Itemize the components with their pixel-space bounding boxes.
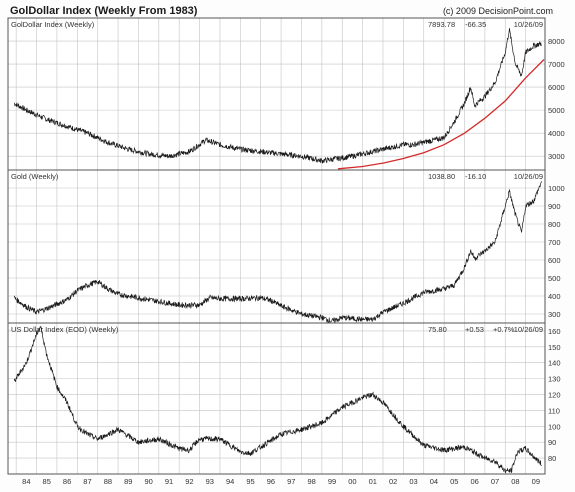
x-tick-label: 04 [430,477,438,486]
x-tick-label: 90 [144,477,152,486]
y-tick-label: 5000 [548,106,565,115]
x-tick-label: 91 [165,477,173,486]
main-title: GolDollar Index (Weekly From 1983) [10,5,198,17]
y-tick-label: 600 [548,256,561,265]
y-tick-label: 80 [548,454,556,463]
readout-value: 75.80 [428,325,447,334]
x-tick-label: 98 [307,477,315,486]
x-tick-label: 01 [369,477,377,486]
y-tick-label: 7000 [548,60,565,69]
y-tick-label: 150 [548,343,561,352]
readout-value: 1038.80 [428,172,455,181]
y-tick-label: 1000 [548,184,565,193]
y-tick-label: 120 [548,391,561,400]
x-tick-label: 86 [63,477,71,486]
readout-date: 10/26/09 [514,325,543,334]
copyright-text: (c) 2009 DecisionPoint.com [442,6,553,16]
x-tick-label: 92 [185,477,193,486]
panel-2: 1000 900 800 700 600 500 400 300 Gold (Weekly) 10… [7,169,565,324]
y-tick-label: 8000 [548,37,565,46]
x-tick-label: 89 [124,477,132,486]
y-tick-label: 400 [548,292,561,301]
y-tick-label: 900 [548,202,561,211]
panel-title: Gold (Weekly) [11,172,59,181]
x-axis: 84 85 86 87 88 89 90 91 92 93 94 95 96 97 98 99 00 01 02 03… [22,477,540,486]
y-tick-label: 6000 [548,83,565,92]
readout-date: 10/26/09 [514,172,543,181]
panel-border [7,322,546,475]
x-tick-label: 95 [246,477,254,486]
x-tick-label: 85 [43,477,51,486]
x-tick-label: 96 [267,477,275,486]
x-tick-label: 97 [287,477,295,486]
y-tick-label: 100 [548,422,561,431]
x-tick-label: 00 [348,477,356,486]
y-tick-label: 700 [548,238,561,247]
x-tick-label: 99 [328,477,336,486]
y-tick-label: 160 [548,327,561,336]
readout-value: 7893.78 [428,20,455,29]
readout-date: 10/26/09 [514,20,543,29]
panel-3: 160 150 140 130 120 110 100 90 80 US Dollar Index… [7,322,561,475]
x-tick-label: 87 [83,477,91,486]
x-tick-label: 84 [22,477,30,486]
y-tick-label: 110 [548,406,560,415]
y-tick-label: 300 [548,310,561,319]
panel-1: 8000 7000 6000 5000 4000 3000 GolDollar Index … [7,17,565,171]
y-tick-label: 90 [548,438,556,447]
x-tick-label: 02 [389,477,397,486]
x-tick-label: 88 [104,477,112,486]
y-tick-label: 800 [548,220,561,229]
y-tick-label: 130 [548,375,561,384]
series-line [13,28,542,164]
series-line [13,326,542,474]
x-tick-label: 03 [409,477,417,486]
x-tick-label: 05 [450,477,458,486]
y-tick-label: 3000 [548,152,565,161]
panel-title: US Dollar Index (EOD) (Weekly) [11,325,119,334]
x-tick-label: 08 [511,477,519,486]
trendline-curve [338,59,545,170]
y-tick-label: 140 [548,359,561,368]
x-tick-label: 07 [491,477,499,486]
x-tick-label: 94 [226,477,234,486]
readout-change: +0.53 [465,325,484,334]
x-tick-label: 93 [206,477,214,486]
y-tick-label: 500 [548,274,561,283]
readout-change: -66.35 [465,20,486,29]
x-tick-label: 09 [532,477,540,486]
x-tick-label: 06 [471,477,479,486]
panel-title: GolDollar Index (Weekly) [11,20,95,29]
series-line [13,181,542,323]
y-tick-label: 4000 [548,129,565,138]
readout-change: -16.10 [465,172,486,181]
readout-pct: +0.7% [493,325,515,334]
